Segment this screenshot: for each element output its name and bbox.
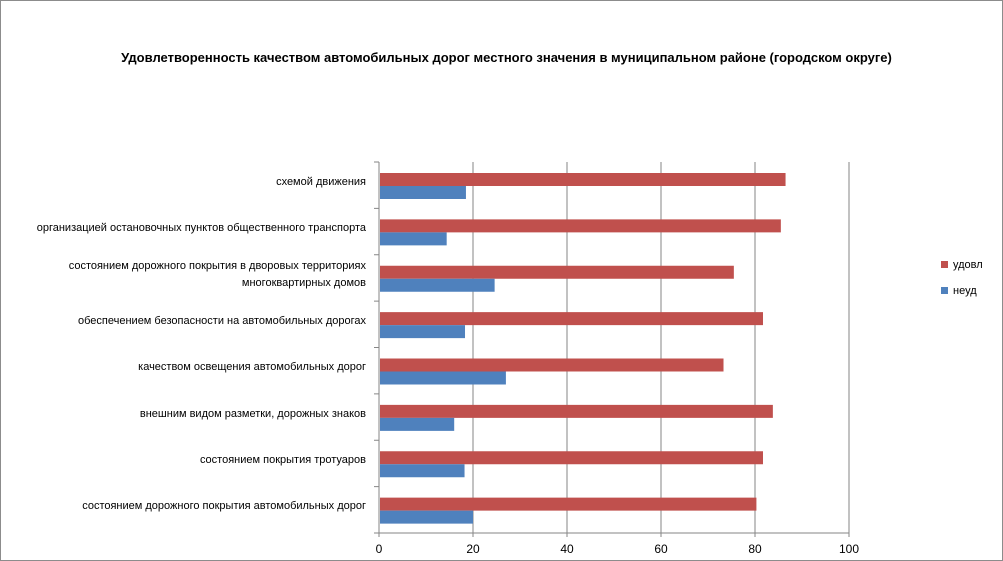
legend-label: неуд — [953, 285, 977, 297]
legend-swatch-udovl — [941, 261, 948, 268]
category-label: состоянием покрытия тротуаров — [199, 453, 366, 466]
bar-neud — [380, 371, 506, 385]
chart-title: Удовлетворенность качеством автомобильны… — [121, 50, 892, 65]
bar-udovl — [380, 404, 773, 418]
bar-neud — [380, 232, 447, 246]
category-label: обеспечением безопасности на автомобильн… — [78, 314, 366, 327]
category-label: состоянием дорожного покрытия автомобиль… — [82, 500, 366, 513]
bar-udovl — [380, 451, 763, 465]
bar-neud — [380, 278, 495, 292]
legend-swatch-neud — [941, 287, 948, 294]
bar-udovl — [380, 265, 734, 279]
bar-udovl — [380, 358, 724, 372]
x-tick-label: 100 — [839, 542, 859, 556]
bar-neud — [380, 186, 466, 199]
category-label: схемой движения — [276, 175, 366, 188]
category-label: организацией остановочных пунктов общест… — [36, 222, 366, 235]
category-label: состоянием дорожного покрытия в дворовых… — [68, 259, 366, 289]
bar-neud — [380, 417, 455, 431]
bar-udovl — [380, 219, 781, 233]
x-tick-label: 40 — [560, 542, 574, 556]
bar-neud — [380, 325, 466, 339]
x-tick-label: 0 — [376, 542, 383, 556]
bar-udovl — [380, 312, 763, 326]
legend-label: удовл — [953, 259, 983, 271]
bar-neud — [380, 464, 465, 478]
x-tick-label: 60 — [654, 542, 668, 556]
x-tick-label: 80 — [748, 542, 762, 556]
category-label: качеством освещения автомобильных дорог — [138, 361, 366, 374]
category-label: внешним видом разметки, дорожных знаков — [139, 407, 366, 420]
bar-udovl — [380, 173, 786, 186]
bar-neud — [380, 510, 473, 524]
bar-udovl — [380, 497, 757, 511]
x-tick-label: 20 — [466, 542, 480, 556]
